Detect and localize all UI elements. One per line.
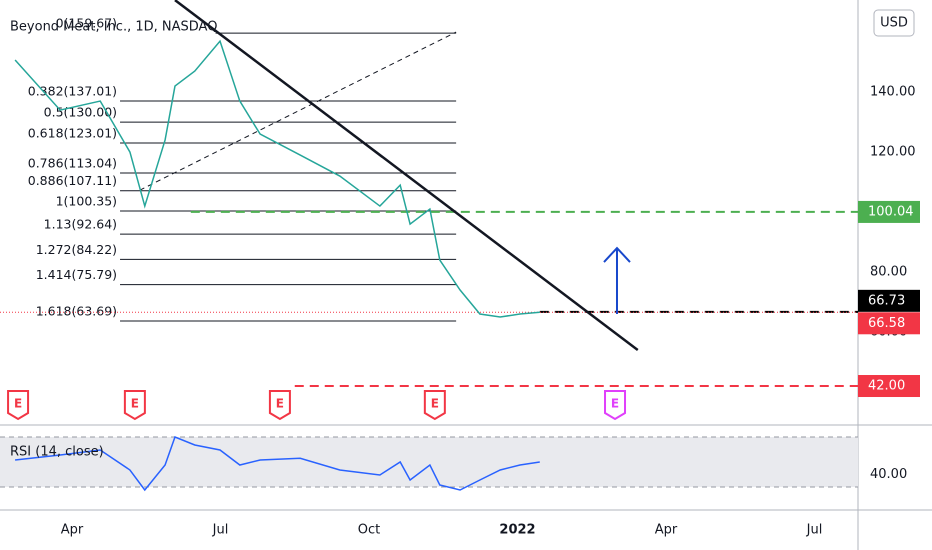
price-label: 100.04 xyxy=(868,204,914,219)
earnings-marker xyxy=(423,390,446,421)
earnings-label: E xyxy=(611,397,619,411)
rsi-tick-label: 40.00 xyxy=(870,467,907,482)
fib-label: 0.786(113.04) xyxy=(28,155,117,170)
x-tick-label: Apr xyxy=(61,523,84,538)
x-tick-label: Jul xyxy=(212,523,229,538)
x-tick-label: Apr xyxy=(655,523,678,538)
x-tick-label: Oct xyxy=(358,523,380,538)
x-tick-label: 2022 xyxy=(499,523,535,538)
rsi-title: RSI (14, close) xyxy=(10,445,104,460)
price-label-box xyxy=(858,375,920,398)
currency[interactable]: USD xyxy=(880,16,908,31)
earnings-marker xyxy=(7,390,30,421)
earnings-marker xyxy=(604,390,627,421)
currency-button[interactable] xyxy=(873,9,915,37)
fib-label: 1(100.35) xyxy=(56,194,117,209)
y-tick-label: 80.00 xyxy=(870,265,907,280)
price-label-box xyxy=(858,312,920,335)
rsi-band xyxy=(0,437,858,487)
x-tick-label: Jul xyxy=(806,523,823,538)
trendline xyxy=(174,0,639,352)
y-tick-label: 140.00 xyxy=(870,85,916,100)
fib-label: 1.414(75.79) xyxy=(36,267,117,282)
price-label-box xyxy=(858,289,920,312)
fib-label: 0.618(123.01) xyxy=(28,126,117,141)
price-label: 66.58 xyxy=(868,316,905,331)
fib-label: 1.618(63.69) xyxy=(36,303,117,318)
earnings-marker xyxy=(268,390,291,421)
fib-trend xyxy=(139,31,457,191)
earnings-label: E xyxy=(276,397,284,411)
earnings-marker xyxy=(123,390,146,421)
fib-label: 1.13(92.64) xyxy=(44,217,117,232)
fib-label: 1.272(84.22) xyxy=(36,242,117,257)
fib-label: 0.5(130.00) xyxy=(44,105,117,120)
fib-label: 0.886(107.11) xyxy=(28,173,117,188)
price-label: 66.73 xyxy=(868,293,905,308)
chart-title: Beyond Meat, Inc., 1D, NASDAQ xyxy=(10,20,217,35)
earnings-label: E xyxy=(131,397,139,411)
arrow-head xyxy=(603,246,631,263)
fib-label: 0(159.67) xyxy=(56,16,117,31)
rsi-line xyxy=(15,436,540,492)
price-label: 42.00 xyxy=(868,379,905,394)
y-tick-label: 120.00 xyxy=(870,145,916,160)
fib-label: 0.382(137.01) xyxy=(28,84,117,99)
price-line-series xyxy=(14,39,540,318)
earnings-label: E xyxy=(431,397,439,411)
price-label-box xyxy=(858,200,920,223)
earnings-label: E xyxy=(14,397,22,411)
